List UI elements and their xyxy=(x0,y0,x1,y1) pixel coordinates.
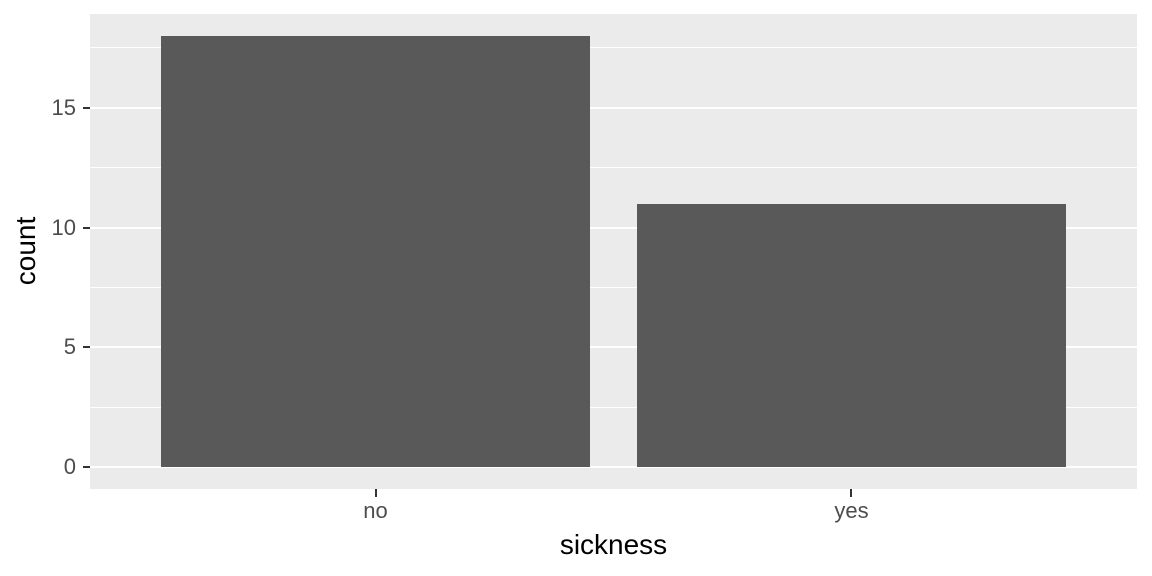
bar-no xyxy=(161,35,590,468)
gridline-major xyxy=(90,226,1137,229)
y-tick-label: 15 xyxy=(51,94,76,120)
x-tick-mark xyxy=(374,489,377,497)
gridline-minor xyxy=(90,47,1137,49)
bar-yes xyxy=(637,203,1066,468)
x-tick-label: yes xyxy=(834,498,869,523)
gridline-minor xyxy=(90,406,1137,408)
gridline-minor xyxy=(90,167,1137,169)
y-tick-mark xyxy=(83,106,90,109)
y-tick-label: 10 xyxy=(51,214,76,240)
gridline-major xyxy=(90,346,1137,349)
x-axis-title: sickness xyxy=(559,529,668,560)
y-tick-label: 0 xyxy=(63,454,76,480)
x-tick-mark xyxy=(850,489,853,497)
x-tick-label: no xyxy=(363,498,388,523)
y-tick-mark xyxy=(83,466,90,469)
gridline-major xyxy=(90,466,1137,469)
y-tick-mark xyxy=(83,346,90,349)
y-tick-mark xyxy=(83,226,90,229)
y-tick-label: 5 xyxy=(63,334,76,360)
gridline-minor xyxy=(90,286,1137,288)
gridline-major xyxy=(90,106,1137,109)
